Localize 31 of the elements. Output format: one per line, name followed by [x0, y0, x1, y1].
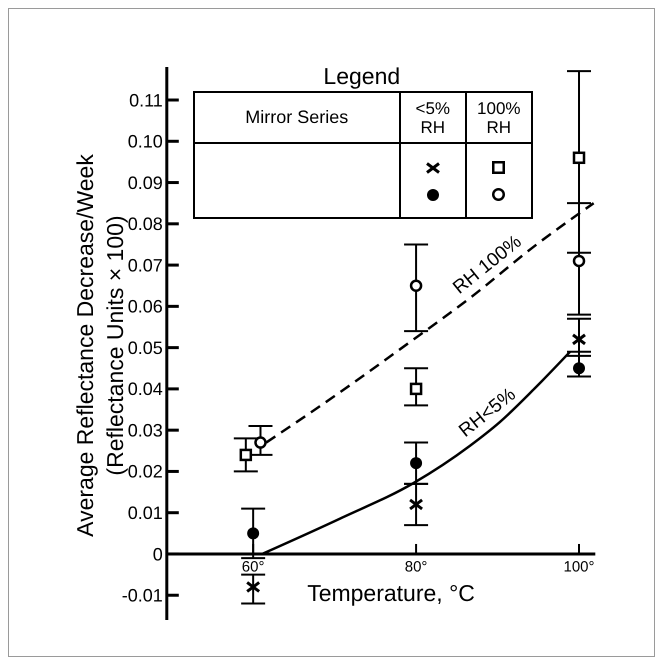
y-tick-label: 0.10	[128, 132, 163, 152]
y-tick-label: 0.01	[128, 503, 163, 523]
y-tick-label: 0.03	[128, 420, 163, 440]
y-tick-label: 0.07	[128, 255, 163, 276]
y-tick-label: 0.08	[128, 214, 163, 234]
x-tick-label: 60°	[242, 558, 264, 576]
annotation: <5% RH	[400, 92, 466, 143]
y-tick-label: 0.05	[128, 338, 163, 358]
point	[410, 279, 422, 292]
point	[573, 362, 586, 374]
legend-title: Legend	[322, 62, 402, 91]
x-tick-label: 80°	[404, 558, 428, 576]
y-tick-label: 0.04	[128, 379, 163, 400]
y-tick-label: 0	[152, 544, 163, 564]
point	[254, 436, 267, 449]
annotation: 100% RH	[466, 92, 532, 143]
x-axis-title: Temperature, °C	[307, 580, 475, 606]
point	[240, 448, 252, 462]
annotation: Mirror Series	[194, 92, 400, 143]
y-axis-title: Average Reflectance Decrease/Week (Reflectance Units × 100)	[72, 154, 128, 537]
y-tick-label: 0.02	[128, 462, 163, 482]
y-tick-label: 0.06	[128, 296, 163, 317]
point	[247, 527, 260, 540]
y-tick-label: -0.01	[122, 586, 163, 606]
point	[410, 457, 422, 470]
y-tick-label: 0.11	[129, 90, 163, 110]
x-tick-label: 100°	[563, 558, 595, 576]
point	[410, 382, 422, 396]
point	[572, 152, 586, 164]
point	[572, 254, 586, 268]
y-tick-label: 0.09	[128, 172, 163, 193]
